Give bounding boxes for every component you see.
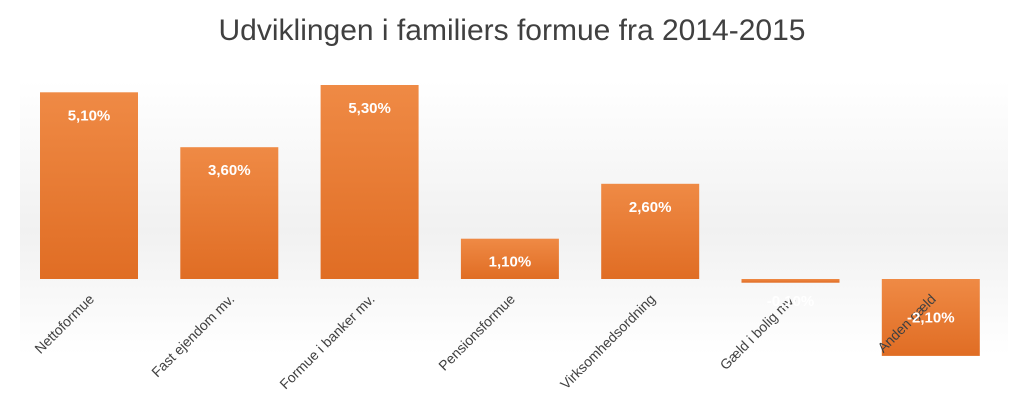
- data-label: 1,10%: [489, 254, 532, 271]
- plot-background: [20, 80, 1008, 355]
- bar-virksomhedsordning: [601, 183, 700, 279]
- bar-gaeld-i-bolig-mv: [741, 279, 840, 283]
- data-label: -0,10%: [767, 293, 815, 310]
- bar-fast-ejendom-mv: [180, 147, 279, 279]
- bar-nettoformue: [40, 92, 138, 279]
- data-label: 5,10%: [68, 107, 111, 124]
- data-label: 2,60%: [629, 199, 672, 216]
- bar-anden-gaeld: [881, 279, 980, 356]
- bar-formue-i-banker-mv: [320, 85, 419, 279]
- data-label: 3,60%: [208, 162, 251, 179]
- bar-pensionsformue: [460, 238, 559, 279]
- data-label: -2,10%: [907, 309, 955, 326]
- chart-title: Udviklingen i familiers formue fra 2014-…: [218, 14, 806, 47]
- data-label: 5,30%: [348, 100, 391, 117]
